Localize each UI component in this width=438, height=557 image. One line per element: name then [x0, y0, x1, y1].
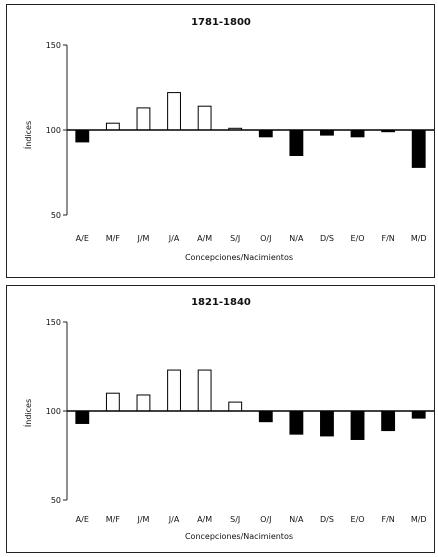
y-tick-label: 50 [51, 496, 61, 505]
bar-n-a [289, 410, 304, 435]
bar-a-m [197, 369, 212, 412]
y-axis-label: Índices [22, 121, 33, 149]
y-tick-label: 150 [46, 41, 61, 50]
x-tick-label: J/M [136, 515, 149, 524]
x-tick-label: A/M [197, 515, 212, 524]
x-axis-label: Concepciones/Nacimientos [185, 532, 293, 541]
x-tick-label: S/J [230, 234, 240, 243]
x-tick-label: D/S [320, 515, 334, 524]
x-tick-label: M/D [411, 515, 427, 524]
bar-m-d [411, 129, 426, 168]
bar-chart-1821-1840: 1821-1840 Índices Concepciones/Nacimient… [22, 297, 434, 541]
x-tick-label: J/M [136, 234, 149, 243]
bar-m-f [105, 392, 120, 412]
x-tick-label: J/A [168, 234, 180, 243]
bar-f-n [381, 410, 396, 432]
bar-e-o [350, 129, 365, 138]
x-tick-label: N/A [289, 234, 304, 243]
bar-s-j [228, 401, 243, 412]
bar-a-m [197, 105, 212, 131]
bar-n-a [289, 129, 304, 156]
x-tick-label: S/J [230, 515, 240, 524]
bar-j-a [167, 369, 181, 412]
bar-a-e [75, 410, 90, 424]
bar-d-s [320, 410, 334, 437]
bar-j-a [167, 92, 181, 131]
bar-m-f [105, 122, 120, 131]
chart-title: 1781-1800 [191, 17, 251, 28]
y-tick-label: 100 [46, 126, 61, 135]
bar-e-o [350, 410, 365, 440]
x-tick-label: O/J [260, 234, 271, 243]
x-axis-label: Concepciones/Nacimientos [185, 253, 293, 262]
bar-j-m [136, 107, 151, 131]
bar-a-e [75, 129, 90, 143]
x-tick-label: A/E [76, 515, 89, 524]
x-tick-label: A/M [197, 234, 212, 243]
chart-panel-1781-1800: 1781-1800 Índices Concepciones/Nacimient… [6, 4, 435, 278]
x-tick-label: F/N [381, 234, 394, 243]
bar-d-s [320, 129, 334, 136]
x-tick-label: F/N [381, 515, 394, 524]
x-tick-label: D/S [320, 234, 334, 243]
x-tick-label: M/D [411, 234, 427, 243]
chart-title: 1821-1840 [191, 297, 251, 308]
x-tick-label: J/A [168, 515, 180, 524]
chart-panel-1821-1840: 1821-1840 Índices Concepciones/Nacimient… [6, 285, 435, 553]
x-tick-label: M/F [106, 234, 121, 243]
y-axis-label: Índices [22, 399, 33, 427]
x-tick-label: O/J [260, 515, 271, 524]
y-tick-label: 100 [46, 407, 61, 416]
bar-chart-1781-1800: 1781-1800 Índices Concepciones/Nacimient… [22, 17, 434, 262]
bar-o-j [258, 129, 273, 138]
y-tick-label: 150 [46, 318, 61, 327]
x-tick-label: E/O [351, 515, 365, 524]
y-tick-label: 50 [51, 211, 61, 220]
bar-m-d [411, 410, 426, 419]
bar-o-j [258, 410, 273, 423]
x-tick-label: A/E [76, 234, 89, 243]
x-tick-label: E/O [351, 234, 365, 243]
bar-j-m [136, 394, 151, 412]
x-tick-label: M/F [106, 515, 121, 524]
x-tick-label: N/A [289, 515, 304, 524]
